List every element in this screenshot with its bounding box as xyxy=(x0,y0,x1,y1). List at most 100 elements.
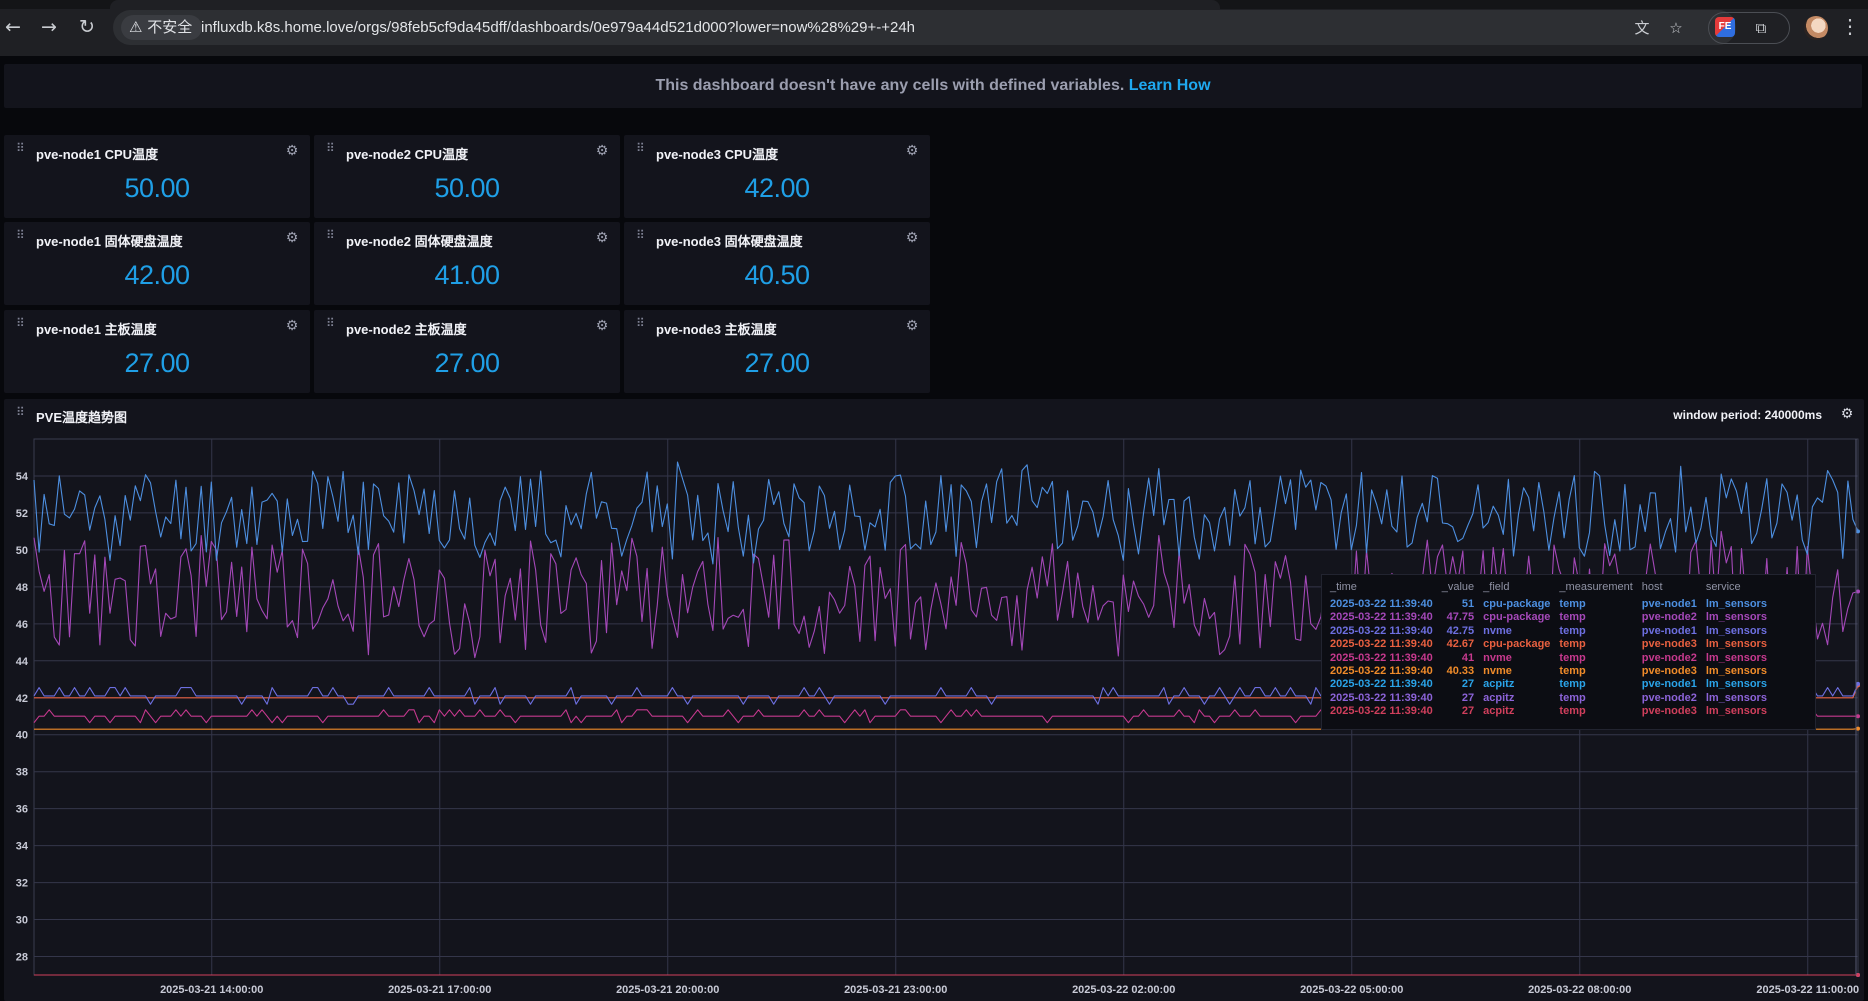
y-tick-label: 50 xyxy=(16,545,28,557)
active-tab[interactable] xyxy=(110,0,1220,9)
window-period-label: window period: 240000ms xyxy=(1673,408,1822,422)
learn-how-link[interactable]: Learn How xyxy=(1128,77,1211,94)
fe-extension-icon[interactable]: FE xyxy=(1715,17,1735,37)
tooltip-cell-field: nvme xyxy=(1483,651,1512,664)
tooltip-row: 2025-03-22 11:39:40 27 acpitz temp pve-node2… xyxy=(1330,692,1776,705)
tooltip-row: 2025-03-22 11:39:40 47.75 cpu-package temp p… xyxy=(1330,611,1776,624)
tooltip-cell-host: pve-node3 xyxy=(1641,665,1697,678)
gear-icon[interactable]: ⚙ xyxy=(285,230,299,246)
tooltip-cell-value: 27 xyxy=(1461,705,1475,718)
cell-title: pve-node3 CPU温度 xyxy=(656,147,779,162)
extensions-group xyxy=(1708,12,1790,44)
tooltip-cell-time: 2025-03-22 11:39:40 xyxy=(1330,705,1433,718)
tooltip-cell-value: 47.75 xyxy=(1446,611,1475,624)
cell-title: pve-node2 CPU温度 xyxy=(346,147,469,162)
tooltip-cell-time: 2025-03-22 11:39:40 xyxy=(1330,691,1433,704)
y-tick-label: 28 xyxy=(16,952,28,964)
tooltip-cell-measurement: temp xyxy=(1559,651,1586,664)
x-tick-label: 2025-03-22 02:00:00 xyxy=(1072,984,1175,996)
tooltip-cell-measurement: temp xyxy=(1559,678,1586,691)
tooltip-row: 2025-03-22 11:39:40 42.67 cpu-package temp p… xyxy=(1330,638,1776,651)
y-tick-label: 44 xyxy=(16,656,29,668)
tooltip-cell-field: cpu-package xyxy=(1483,638,1551,651)
gear-icon[interactable]: ⚙ xyxy=(905,143,919,159)
browser-menu-icon[interactable]: ⋮ xyxy=(1840,16,1860,38)
tooltip-cell-value: 40.33 xyxy=(1446,665,1475,678)
profile-avatar[interactable] xyxy=(1804,16,1828,40)
tooltip-cell-value: 42.75 xyxy=(1446,624,1475,637)
x-tick-label: 2025-03-21 14:00:00 xyxy=(160,984,263,996)
tooltip-cell-measurement: temp xyxy=(1559,705,1586,718)
drag-handle-icon[interactable]: ⠿ xyxy=(636,228,645,242)
tooltip-cell-field: cpu-package xyxy=(1483,611,1551,624)
y-tick-label: 46 xyxy=(16,619,28,631)
tooltip-cell-measurement: temp xyxy=(1559,611,1586,624)
drag-handle-icon[interactable]: ⠿ xyxy=(16,141,25,155)
tooltip-cell-field: nvme xyxy=(1483,665,1512,678)
tooltip-cell-service: lm_sensors xyxy=(1705,678,1767,691)
cell-value: 27.00 xyxy=(124,348,190,378)
cell-title: pve-node3 固体硬盘温度 xyxy=(656,234,803,249)
tooltip-row: 2025-03-22 11:39:40 27 acpitz temp pve-node3… xyxy=(1330,705,1776,718)
translate-icon[interactable]: 文 xyxy=(1634,19,1650,37)
tooltip-cell-time: 2025-03-22 11:39:40 xyxy=(1330,678,1433,691)
drag-handle-icon[interactable]: ⠿ xyxy=(16,228,25,242)
bookmark-star-icon[interactable]: ☆ xyxy=(1669,19,1683,37)
gear-icon[interactable]: ⚙ xyxy=(595,143,609,159)
gear-icon[interactable]: ⚙ xyxy=(1840,406,1854,422)
stat-cell: ⠿ pve-node3 固体硬盘温度 ⚙ 40.50 xyxy=(624,222,930,305)
series-endpoint xyxy=(1856,726,1860,731)
graph-title: PVE温度趋势图 xyxy=(36,410,128,425)
tooltip-cell-measurement: temp xyxy=(1559,624,1586,637)
stat-cell: ⠿ pve-node2 主板温度 ⚙ 27.00 xyxy=(314,310,620,393)
y-tick-label: 40 xyxy=(16,730,28,742)
drag-handle-icon[interactable]: ⠿ xyxy=(326,228,335,242)
url-text[interactable]: influxdb.k8s.home.love/orgs/98feb5cf9da4… xyxy=(201,19,916,36)
tooltip-row: 2025-03-22 11:39:40 27 acpitz temp pve-node1… xyxy=(1330,678,1776,691)
back-icon[interactable]: ← xyxy=(5,16,21,38)
hover-tooltip: _time _value _field _measurement host service… xyxy=(1321,574,1816,730)
drag-handle-icon[interactable]: ⠿ xyxy=(16,316,25,330)
security-chip[interactable]: ⚠ 不安全 xyxy=(121,15,203,40)
tooltip-cell-service: lm_sensors xyxy=(1705,611,1767,624)
gear-icon[interactable]: ⚙ xyxy=(905,230,919,246)
cell-title: pve-node3 主板温度 xyxy=(656,322,777,337)
gear-icon[interactable]: ⚙ xyxy=(905,318,919,334)
drag-handle-icon[interactable]: ⠿ xyxy=(326,141,335,155)
drag-handle-icon[interactable]: ⠿ xyxy=(16,405,25,419)
tooltip-cell-field: cpu-package xyxy=(1483,598,1551,610)
reload-icon[interactable]: ↻ xyxy=(79,16,95,38)
tooltip-cell-time: 2025-03-22 11:39:40 xyxy=(1330,598,1433,610)
cell-value: 42.00 xyxy=(124,260,190,290)
series-line xyxy=(33,530,1859,659)
tooltip-cell-service: lm_sensors xyxy=(1705,705,1767,718)
tab-strip xyxy=(0,0,1868,9)
series-endpoint xyxy=(1856,973,1860,977)
y-tick-label: 36 xyxy=(16,804,28,816)
gear-icon[interactable]: ⚙ xyxy=(285,143,299,159)
drag-handle-icon[interactable]: ⠿ xyxy=(326,316,335,330)
gear-icon[interactable]: ⚙ xyxy=(595,230,609,246)
y-tick-label: 54 xyxy=(16,471,29,483)
tooltip-row: 2025-03-22 11:39:40 40.33 nvme temp pve-node… xyxy=(1330,665,1776,678)
stat-cell: ⠿ pve-node1 CPU温度 ⚙ 50.00 xyxy=(4,135,310,218)
gear-icon[interactable]: ⚙ xyxy=(285,318,299,334)
tooltip-cell-value: 27 xyxy=(1461,691,1475,704)
gear-icon[interactable]: ⚙ xyxy=(595,318,609,334)
drag-handle-icon[interactable]: ⠿ xyxy=(636,141,645,155)
series-endpoint xyxy=(1856,529,1860,534)
forward-icon[interactable]: → xyxy=(41,16,57,38)
variables-notice: This dashboard doesn't have any cells wi… xyxy=(4,64,1862,108)
tooltip-row: 2025-03-22 11:39:40 42.75 nvme temp pve-node… xyxy=(1330,625,1776,638)
cell-value: 40.50 xyxy=(744,260,810,290)
tooltip-cell-time: 2025-03-22 11:39:40 xyxy=(1330,624,1433,637)
tooltip-cell-host: pve-node3 xyxy=(1641,705,1697,718)
extensions-puzzle-icon[interactable]: ⧉ xyxy=(1755,19,1767,37)
address-bar[interactable]: ⚠ 不安全 influxdb.k8s.home.love/orgs/98feb5… xyxy=(113,10,1736,45)
stat-cell: ⠿ pve-node3 主板温度 ⚙ 27.00 xyxy=(624,310,930,393)
tooltip-cell-service: lm_sensors xyxy=(1705,651,1767,664)
y-tick-label: 34 xyxy=(16,841,29,853)
tooltip-cell-service: lm_sensors xyxy=(1705,691,1767,704)
cell-value: 27.00 xyxy=(434,348,500,378)
drag-handle-icon[interactable]: ⠿ xyxy=(636,316,645,330)
